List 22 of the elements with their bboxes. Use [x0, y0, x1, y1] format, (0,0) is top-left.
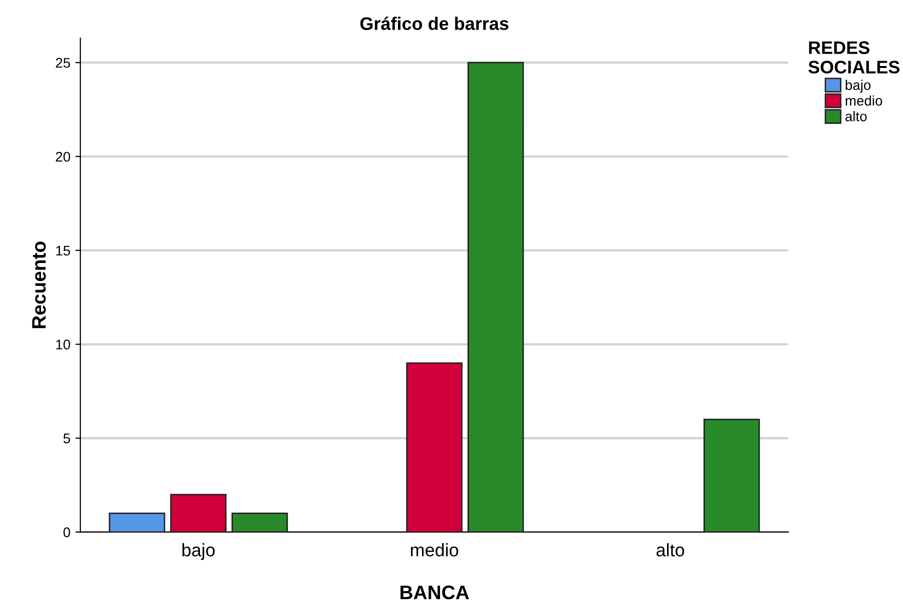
- y-tick-label: 20: [56, 152, 70, 162]
- bar: [703, 418, 760, 532]
- legend-title: REDES SOCIALES: [808, 41, 900, 74]
- x-axis-title: BANCA: [400, 586, 469, 600]
- legend-label: medio: [846, 95, 882, 106]
- y-tick-label: 15: [56, 246, 70, 256]
- x-tick-label: alto: [656, 543, 684, 556]
- chart-title: Gráfico de barras: [360, 16, 508, 30]
- bar: [232, 512, 288, 532]
- bar: [406, 362, 463, 532]
- legend-label: bajo: [846, 80, 871, 93]
- y-tick-label: 10: [56, 340, 70, 350]
- y-tick-label: 25: [56, 58, 70, 68]
- y-axis-title: Recuento: [32, 242, 46, 328]
- y-tick-label: 5: [63, 434, 70, 444]
- y-tick-label: 0: [63, 527, 70, 538]
- x-tick-label: bajo: [182, 543, 215, 560]
- bar: [468, 62, 524, 532]
- legend-label: alto: [845, 111, 867, 122]
- bar: [170, 494, 227, 532]
- x-tick-label: medio: [410, 543, 458, 556]
- bar: [108, 512, 166, 532]
